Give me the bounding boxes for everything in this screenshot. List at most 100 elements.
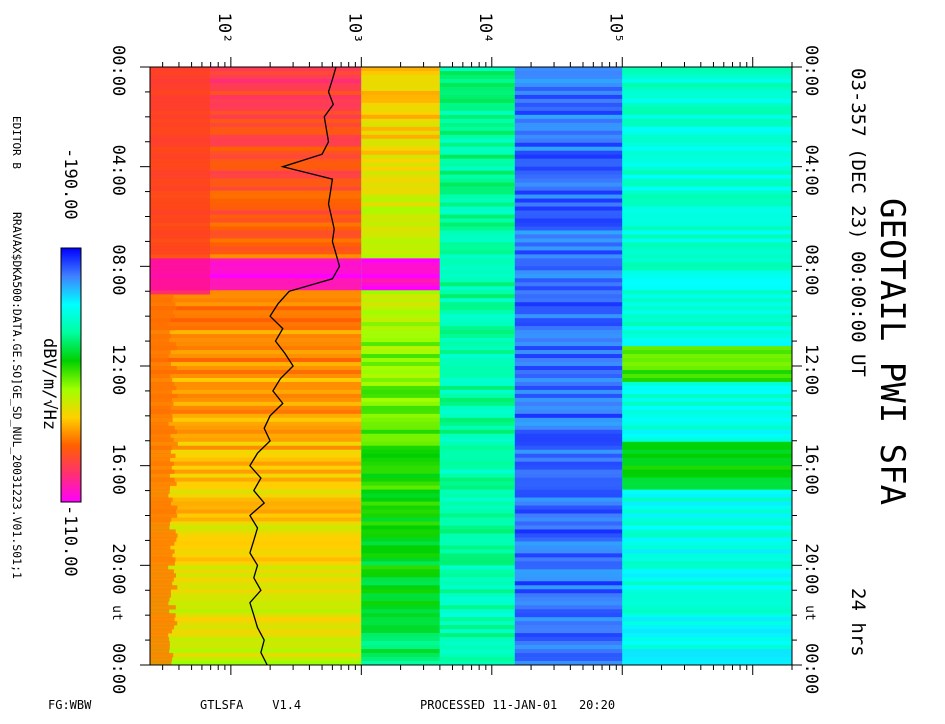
heatmap-cell: [150, 549, 362, 554]
heatmap-cell: [439, 473, 515, 478]
heatmap-cell: [150, 653, 362, 658]
heatmap-cell: [150, 142, 210, 148]
heatmap-cell: [150, 166, 362, 171]
heatmap-cell: [439, 377, 515, 383]
heatmap-cell: [439, 593, 515, 598]
heatmap-cell: [514, 362, 623, 367]
heatmap-cell: [514, 545, 623, 550]
heatmap-cell: [361, 238, 440, 243]
heatmap-cell: [514, 162, 623, 167]
heatmap-cell: [622, 338, 792, 343]
heatmap-cell: [514, 234, 623, 239]
heatmap-cell: [361, 461, 440, 466]
heatmap-cell: [514, 210, 623, 215]
heatmap-cell: [622, 565, 792, 570]
heatmap-cell: [622, 413, 792, 419]
heatmap-cell: [439, 641, 515, 646]
heatmap-cell: [439, 310, 515, 315]
heatmap-cell: [439, 86, 515, 92]
heatmap-cell: [150, 86, 210, 92]
heatmap-cell: [361, 310, 440, 315]
heatmap-cell: [514, 238, 623, 243]
heatmap-cell: [361, 597, 440, 602]
heatmap-cell: [439, 158, 515, 163]
heatmap-cell: [514, 218, 623, 223]
heatmap-cell: [622, 174, 792, 179]
heatmap-cell: [150, 585, 362, 590]
heatmap-cell: [150, 625, 175, 630]
heatmap-cell: [439, 150, 515, 156]
heatmap-cell: [439, 541, 515, 546]
heatmap-cell: [150, 362, 171, 367]
heatmap-cell: [514, 338, 623, 343]
heatmap-cell: [439, 254, 515, 259]
heatmap-cell: [514, 489, 623, 494]
heatmap-cell: [150, 102, 362, 108]
heatmap-cell: [439, 449, 515, 455]
heatmap-cell: [622, 421, 792, 427]
heatmap-cell: [439, 98, 515, 104]
heatmap-cell: [622, 326, 792, 331]
heatmap-cell: [361, 381, 440, 387]
heatmap-cell: [361, 338, 440, 343]
heatmap-cell: [439, 102, 515, 108]
heatmap-cell: [514, 214, 623, 219]
heatmap-cell: [514, 94, 623, 100]
heatmap-cell: [439, 362, 515, 367]
heatmap-cell: [514, 609, 623, 614]
heatmap-cell: [514, 70, 623, 76]
heatmap-cell: [514, 334, 623, 339]
heatmap-cell: [150, 637, 170, 642]
heatmap-cell: [150, 613, 176, 618]
heatmap-cell: [150, 122, 210, 128]
heatmap-cell: [439, 441, 515, 447]
heatmap-cell: [150, 397, 172, 403]
heatmap-cell: [150, 577, 362, 582]
heatmap-cell: [622, 234, 792, 239]
time-tick-label-left: 20:00: [108, 543, 128, 594]
heatmap-cell: [361, 537, 440, 542]
heatmap-cell: [514, 174, 623, 179]
heatmap-cell: [150, 70, 210, 76]
heatmap-cell: [150, 385, 177, 391]
heatmap-cell: [622, 78, 792, 84]
heatmap-cell: [361, 286, 440, 291]
heatmap-cell: [150, 457, 362, 462]
heatmap-cell: [514, 425, 623, 431]
heatmap-cell: [150, 441, 178, 447]
heatmap-cell: [439, 278, 515, 283]
heatmap-cell: [150, 82, 362, 88]
heatmap-cell: [439, 617, 515, 622]
heatmap-cell: [514, 469, 623, 474]
heatmap-cell: [439, 170, 515, 175]
heatmap-cell: [150, 609, 170, 614]
heatmap-cell: [150, 433, 171, 439]
time-tick-label-right: 00:00: [801, 643, 821, 694]
heatmap-cell: [150, 645, 362, 650]
heatmap-cell: [150, 497, 173, 502]
heatmap-cell: [361, 254, 440, 259]
heatmap-cell: [514, 246, 623, 251]
heatmap-cell: [514, 126, 623, 132]
heatmap-cell: [439, 142, 515, 148]
heatmap-cell: [361, 134, 440, 140]
heatmap-cell: [514, 122, 623, 128]
heatmap-cell: [150, 513, 178, 518]
heatmap-cell: [361, 146, 440, 152]
heatmap-cell: [150, 338, 170, 343]
heatmap-cell: [514, 330, 623, 335]
heatmap-cell: [514, 138, 623, 144]
heatmap-cell: [150, 214, 362, 219]
heatmap-cell: [150, 294, 174, 299]
heatmap-cell: [150, 493, 362, 498]
heatmap-cell: [150, 473, 362, 478]
heatmap-cell: [150, 334, 362, 339]
heatmap-cell: [622, 274, 792, 279]
heatmap-cell: [622, 609, 792, 614]
heatmap-cell: [361, 358, 440, 363]
heatmap-cell: [622, 166, 792, 171]
heatmap-cell: [622, 270, 792, 275]
heatmap-cell: [622, 605, 792, 610]
heatmap-cell: [622, 457, 792, 462]
heatmap-cell: [622, 505, 792, 510]
